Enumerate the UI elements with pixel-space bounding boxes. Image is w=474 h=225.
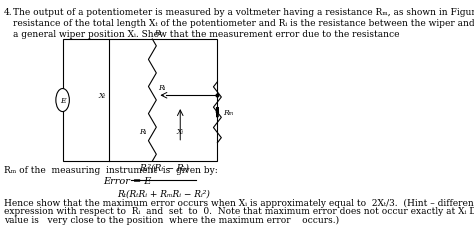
Text: Rₜ(RₜRᵢ + RₘRᵢ − Rᵢ²): Rₜ(RₜRᵢ + RₘRᵢ − Rᵢ²) bbox=[117, 189, 210, 198]
Text: a general wiper position Xᵢ. Show that the measurement error due to the resistan: a general wiper position Xᵢ. Show that t… bbox=[13, 29, 400, 38]
Text: Rₘ: Rₘ bbox=[223, 109, 233, 117]
Text: resistance of the total length Xₜ of the potentiometer and Rᵢ is the resistance : resistance of the total length Xₜ of the… bbox=[13, 19, 474, 28]
Text: Hence show that the maximum error occurs when Xᵢ is approximately equal to  2Xₜ/: Hence show that the maximum error occurs… bbox=[4, 198, 474, 207]
Circle shape bbox=[56, 89, 69, 112]
Text: Rₜ: Rₜ bbox=[154, 29, 162, 37]
Text: Rᵢ: Rᵢ bbox=[138, 127, 146, 135]
Text: value is   very close to the position  where the maximum error    occurs.): value is very close to the position wher… bbox=[4, 215, 339, 224]
Text: Error = E: Error = E bbox=[103, 176, 152, 185]
Text: Xᵢ: Xᵢ bbox=[177, 127, 184, 135]
Text: E: E bbox=[60, 97, 65, 105]
Text: Rᵢ: Rᵢ bbox=[158, 84, 165, 92]
Text: expression with respect to  Rᵢ  and  set  to  0.  Note that maximum error does n: expression with respect to Rᵢ and set to… bbox=[4, 206, 474, 215]
Text: The output of a potentiometer is measured by a voltmeter having a resistance Rₘ,: The output of a potentiometer is measure… bbox=[13, 8, 474, 17]
Text: Rₘ of the  measuring  instrument  is  given by:: Rₘ of the measuring instrument is given … bbox=[4, 165, 218, 174]
Text: 4.: 4. bbox=[4, 8, 13, 17]
Text: Xₜ: Xₜ bbox=[99, 92, 106, 100]
Text: Rᵢ²(Rₜ − Rᵢ): Rᵢ²(Rₜ − Rᵢ) bbox=[139, 163, 189, 172]
Bar bbox=[63, 40, 218, 161]
